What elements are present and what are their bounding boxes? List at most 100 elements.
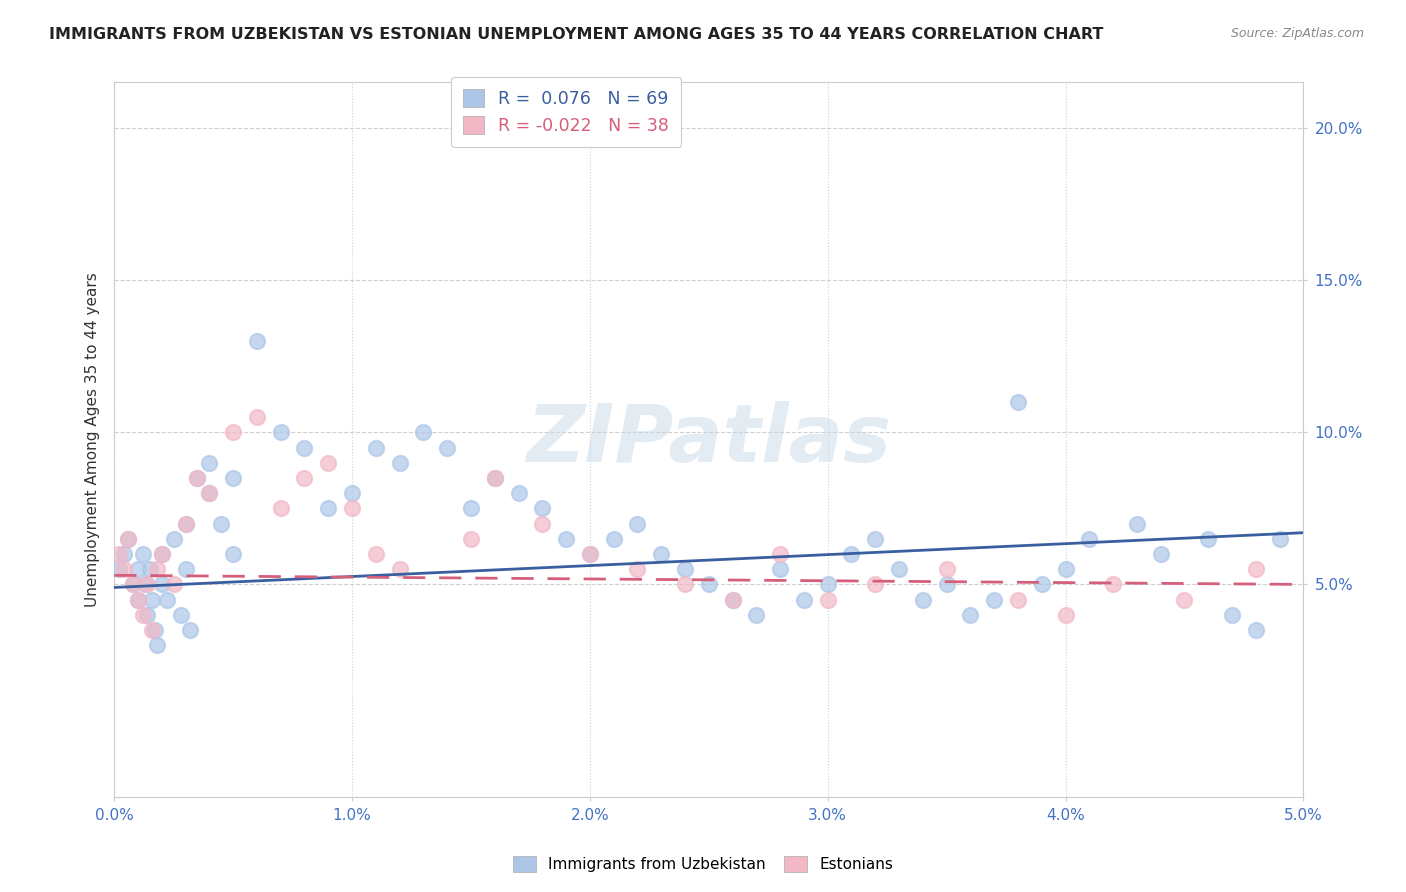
Point xyxy=(626,516,648,531)
Point xyxy=(388,562,411,576)
Point xyxy=(1102,577,1125,591)
Point xyxy=(150,547,173,561)
Point xyxy=(626,562,648,576)
Point xyxy=(673,577,696,591)
Point xyxy=(136,607,159,622)
Point xyxy=(983,592,1005,607)
Point xyxy=(146,562,169,576)
Point xyxy=(108,547,131,561)
Point xyxy=(198,486,221,500)
Point xyxy=(579,547,602,561)
Point xyxy=(139,562,162,576)
Point xyxy=(122,577,145,591)
Point xyxy=(388,456,411,470)
Point xyxy=(697,577,720,591)
Point xyxy=(127,592,149,607)
Point xyxy=(112,562,135,576)
Point xyxy=(769,562,792,576)
Point xyxy=(222,425,245,440)
Point xyxy=(721,592,744,607)
Point xyxy=(1126,516,1149,531)
Point xyxy=(222,471,245,485)
Point xyxy=(841,547,863,561)
Y-axis label: Unemployment Among Ages 35 to 44 years: Unemployment Among Ages 35 to 44 years xyxy=(86,273,100,607)
Point xyxy=(132,607,155,622)
Point xyxy=(179,623,201,637)
Point xyxy=(170,607,193,622)
Point xyxy=(134,577,156,591)
Legend: Immigrants from Uzbekistan, Estonians: Immigrants from Uzbekistan, Estonians xyxy=(505,848,901,880)
Point xyxy=(1078,532,1101,546)
Point xyxy=(769,547,792,561)
Point xyxy=(1197,532,1219,546)
Point xyxy=(174,516,197,531)
Point xyxy=(1054,562,1077,576)
Point xyxy=(117,532,139,546)
Point xyxy=(132,547,155,561)
Point xyxy=(186,471,208,485)
Point xyxy=(412,425,434,440)
Point xyxy=(673,562,696,576)
Point xyxy=(579,547,602,561)
Point xyxy=(745,607,768,622)
Text: ZIPatlas: ZIPatlas xyxy=(526,401,891,479)
Point xyxy=(865,577,887,591)
Point xyxy=(793,592,815,607)
Point xyxy=(209,516,232,531)
Point xyxy=(174,562,197,576)
Point xyxy=(531,501,554,516)
Point xyxy=(127,592,149,607)
Point xyxy=(1031,577,1053,591)
Point xyxy=(911,592,934,607)
Point xyxy=(340,486,363,500)
Point xyxy=(340,501,363,516)
Point xyxy=(865,532,887,546)
Point xyxy=(112,547,135,561)
Point xyxy=(721,592,744,607)
Point xyxy=(1054,607,1077,622)
Point xyxy=(136,577,159,591)
Point xyxy=(198,456,221,470)
Point xyxy=(198,486,221,500)
Point xyxy=(270,425,292,440)
Point xyxy=(531,516,554,531)
Point xyxy=(650,547,672,561)
Point xyxy=(246,334,269,348)
Point xyxy=(1244,562,1267,576)
Point xyxy=(108,562,131,576)
Point xyxy=(117,532,139,546)
Text: Source: ZipAtlas.com: Source: ZipAtlas.com xyxy=(1230,27,1364,40)
Point xyxy=(186,471,208,485)
Point xyxy=(508,486,530,500)
Point xyxy=(484,471,506,485)
Point xyxy=(294,471,316,485)
Point xyxy=(163,532,186,546)
Point xyxy=(143,623,166,637)
Point xyxy=(935,577,957,591)
Legend: R =  0.076   N = 69, R = -0.022   N = 38: R = 0.076 N = 69, R = -0.022 N = 38 xyxy=(451,77,681,147)
Point xyxy=(887,562,910,576)
Point xyxy=(150,577,173,591)
Point xyxy=(959,607,981,622)
Point xyxy=(146,638,169,652)
Point xyxy=(141,623,163,637)
Point xyxy=(935,562,957,576)
Point xyxy=(817,577,839,591)
Point xyxy=(460,501,482,516)
Point xyxy=(1007,395,1029,409)
Point xyxy=(316,501,339,516)
Point xyxy=(127,562,149,576)
Point xyxy=(1268,532,1291,546)
Point xyxy=(1007,592,1029,607)
Point xyxy=(246,410,269,425)
Point xyxy=(270,501,292,516)
Text: IMMIGRANTS FROM UZBEKISTAN VS ESTONIAN UNEMPLOYMENT AMONG AGES 35 TO 44 YEARS CO: IMMIGRANTS FROM UZBEKISTAN VS ESTONIAN U… xyxy=(49,27,1104,42)
Point xyxy=(1244,623,1267,637)
Point xyxy=(555,532,578,546)
Point xyxy=(141,592,163,607)
Point xyxy=(484,471,506,485)
Point xyxy=(1150,547,1173,561)
Point xyxy=(174,516,197,531)
Point xyxy=(1173,592,1195,607)
Point xyxy=(436,441,458,455)
